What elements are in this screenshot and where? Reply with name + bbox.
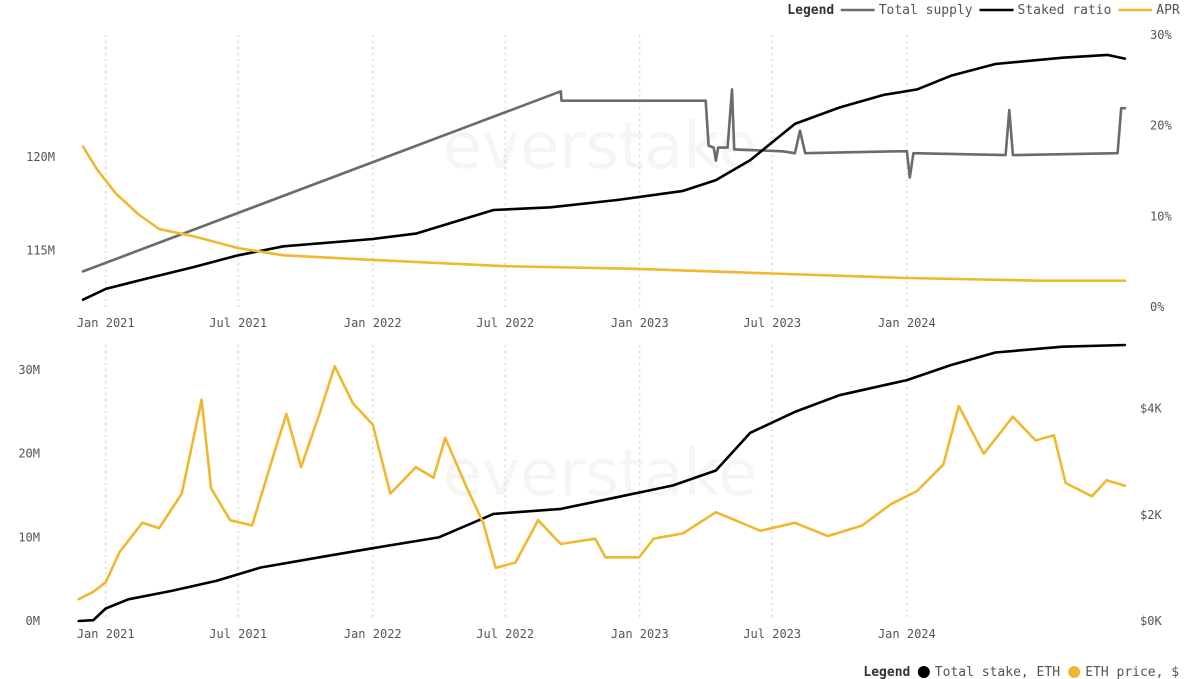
x-tick-label: Jan 2021: [77, 316, 135, 330]
series-line-staked-ratio: [81, 53, 1127, 301]
x-tick-label: Jan 2024: [878, 316, 936, 330]
x-tick-label: Jul 2022: [476, 627, 534, 641]
x-tick-label: Jul 2023: [743, 316, 801, 330]
series-line-total-stake-eth: [77, 343, 1127, 623]
y-right-tick-label: $4K: [1140, 402, 1162, 416]
y-left-tick-label: 0M: [26, 614, 40, 628]
x-tick-label: Jan 2023: [611, 316, 669, 330]
y-right-tick-label: $0K: [1140, 614, 1162, 628]
series-line-eth-price: [77, 364, 1127, 601]
x-tick-label: Jul 2022: [476, 316, 534, 330]
y-left-tick-label: 120M: [26, 150, 55, 164]
x-tick-label: Jul 2021: [209, 627, 267, 641]
series-line-apr: [81, 145, 1127, 282]
legend-title: Legend: [787, 3, 834, 18]
y-right-tick-label: 10%: [1150, 209, 1172, 223]
x-tick-label: Jan 2022: [344, 627, 402, 641]
y-right-tick-label: 20%: [1150, 119, 1172, 133]
y-left-tick-label: 30M: [18, 363, 40, 377]
legend-title: Legend: [863, 665, 910, 679]
legend-label-total-supply: Total supply: [879, 3, 973, 18]
x-tick-label: Jul 2021: [209, 316, 267, 330]
x-tick-label: Jan 2021: [77, 627, 135, 641]
legend-swatch-eth-price: [1068, 666, 1081, 678]
y-right-tick-label: 30%: [1150, 28, 1172, 42]
legend-swatch-total-stake-eth: [917, 666, 930, 678]
y-right-tick-label: $2K: [1140, 508, 1162, 522]
series-line-total-supply: [81, 88, 1127, 273]
legend-label-total-stake-eth: Total stake, ETH: [935, 665, 1060, 679]
x-tick-label: Jul 2023: [743, 627, 801, 641]
y-left-tick-label: 115M: [26, 244, 55, 258]
x-tick-label: Jan 2023: [611, 627, 669, 641]
x-tick-label: Jan 2024: [878, 627, 936, 641]
legend-label-apr: APR: [1156, 3, 1180, 18]
y-left-tick-label: 10M: [18, 530, 40, 544]
legend-label-eth-price: ETH price, $: [1085, 665, 1179, 679]
x-tick-label: Jan 2022: [344, 316, 402, 330]
y-left-tick-label: 20M: [18, 447, 40, 461]
legend-label-staked-ratio: Staked ratio: [1018, 3, 1112, 18]
y-right-tick-label: 0%: [1150, 300, 1165, 314]
